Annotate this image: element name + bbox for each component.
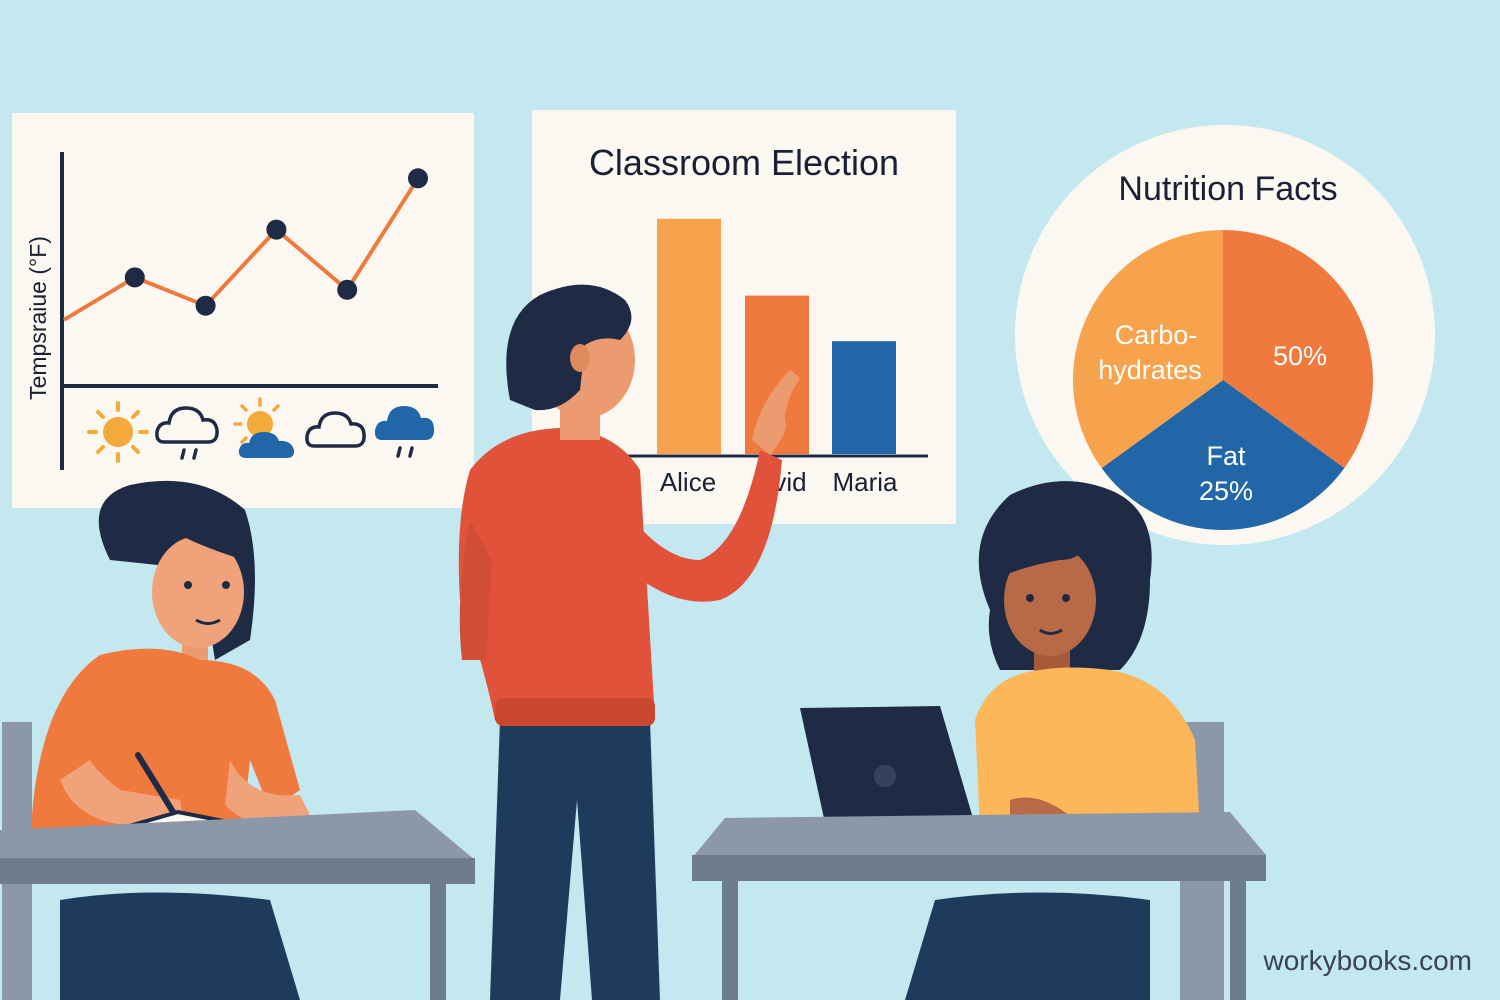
shirt xyxy=(975,667,1200,830)
laptop-logo xyxy=(874,765,896,787)
arm xyxy=(60,760,185,830)
temperature-point xyxy=(124,267,145,288)
temperature-point xyxy=(195,295,216,316)
raised-arm xyxy=(600,450,782,602)
temperature-point xyxy=(337,279,358,300)
temperature-axis-label: Tempsraiue (°F) xyxy=(25,236,51,400)
ear xyxy=(570,344,590,372)
face xyxy=(1004,544,1096,656)
election-bar-label: Maria xyxy=(832,467,898,497)
election-bar-label: Alice xyxy=(660,467,716,497)
pie-label-carbs-line2: hydrates xyxy=(1098,355,1202,385)
student-standing xyxy=(458,284,800,1000)
left-arm xyxy=(459,520,492,660)
eye xyxy=(1062,594,1070,602)
arm xyxy=(225,760,310,826)
desk-edge xyxy=(692,855,1266,881)
temperature-line xyxy=(62,177,420,322)
mouth xyxy=(195,618,221,625)
election-bar xyxy=(657,218,721,454)
pie-slice xyxy=(1101,380,1345,531)
election-chart-title: Classroom Election xyxy=(589,142,899,183)
nutrition-chart-title: Nutrition Facts xyxy=(1118,170,1337,208)
nutrition-pie xyxy=(1073,230,1374,531)
pie-slice xyxy=(1073,230,1223,469)
desk-leg xyxy=(430,884,446,1000)
mouth xyxy=(1039,628,1063,635)
hoodie-hem xyxy=(495,698,655,726)
nutrition-chart-panel: Nutrition Facts Carbo- hydrates 50% Fat … xyxy=(1015,125,1435,545)
student-laptop xyxy=(692,481,1266,1000)
sun-icon xyxy=(87,401,149,463)
eye xyxy=(222,581,230,589)
rain-cloud-icon xyxy=(155,406,219,460)
desk-top xyxy=(692,812,1266,858)
pointing-hand xyxy=(752,370,800,455)
pants xyxy=(60,892,300,1000)
sun-cloud-icon xyxy=(233,397,295,458)
election-bar xyxy=(832,341,896,454)
pie-slice xyxy=(1223,230,1374,469)
pants xyxy=(905,892,1150,1000)
desk-leg xyxy=(722,881,738,1000)
temperature-point xyxy=(408,168,428,189)
desk-leg xyxy=(1230,881,1246,1000)
pants xyxy=(490,720,660,1000)
pie-label-fat-line1: Fat xyxy=(1206,441,1246,471)
temperature-line-series xyxy=(62,168,428,322)
face xyxy=(152,536,244,648)
bangs xyxy=(148,518,244,560)
temperature-point xyxy=(266,219,287,240)
cloud-icon xyxy=(305,411,366,448)
desk-edge xyxy=(0,858,475,884)
hair-front xyxy=(1005,531,1090,575)
student-writing xyxy=(0,480,475,1000)
pie-label-protein: 50% xyxy=(1273,341,1327,371)
temperature-chart-panel: Tempsraiue (°F) xyxy=(12,113,474,508)
hair xyxy=(506,284,632,411)
pie-label-fat-line2: 25% xyxy=(1199,476,1253,506)
pie-label-carbs-line1: Carbo- xyxy=(1115,320,1198,350)
watermark: workybooks.com xyxy=(1262,945,1472,976)
eye xyxy=(1026,594,1034,602)
rain-cloud-icon xyxy=(374,406,435,458)
eye xyxy=(184,581,192,589)
